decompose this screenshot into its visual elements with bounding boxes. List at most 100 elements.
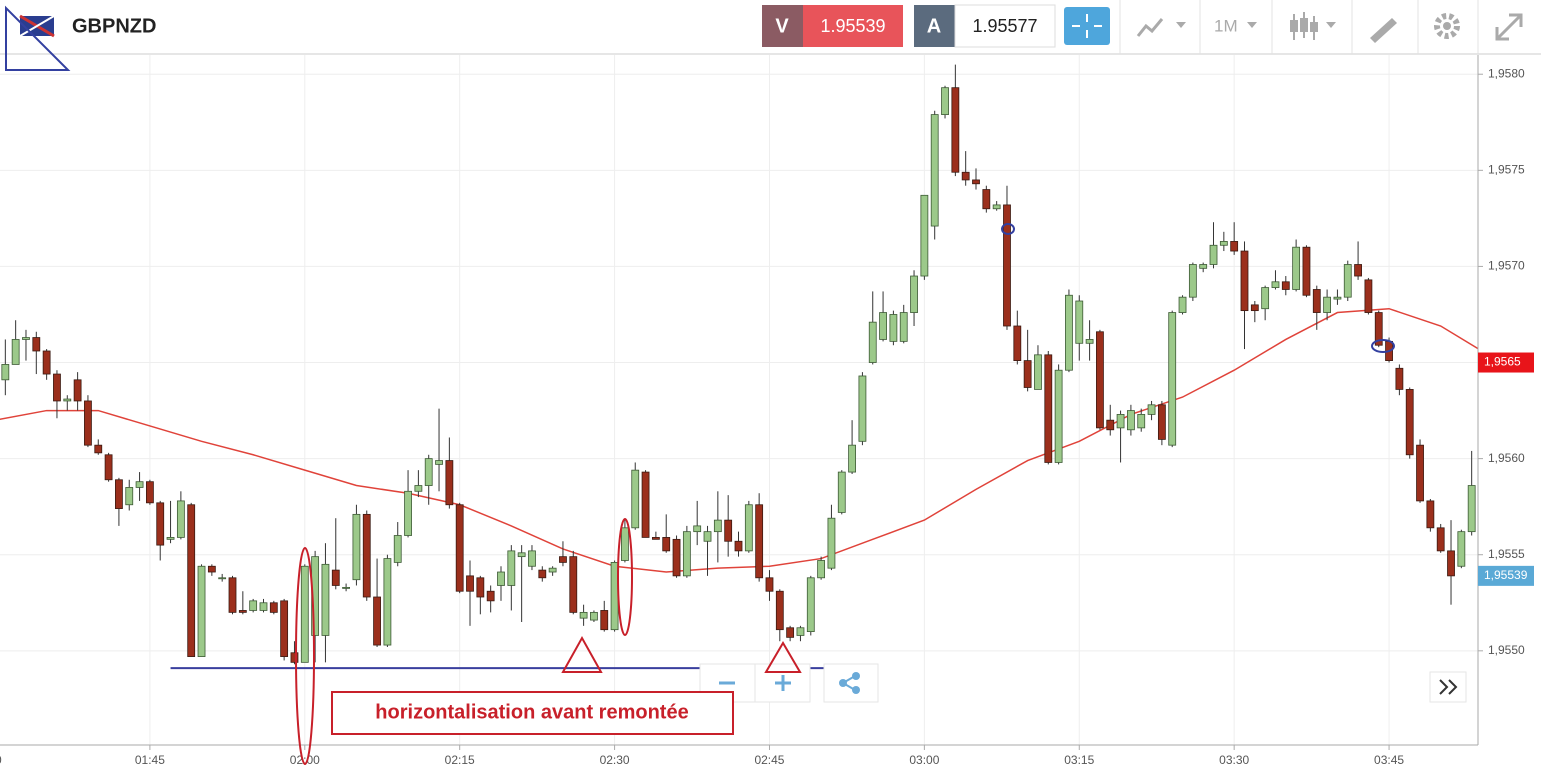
- candle-body: [1209, 244, 1218, 265]
- x-tick-label: 02:30: [600, 753, 630, 767]
- candle-body: [476, 577, 485, 598]
- candle-body: [1405, 389, 1414, 456]
- bid-price[interactable]: 1.95539: [820, 16, 885, 36]
- candle-body: [631, 469, 640, 529]
- candle-body: [445, 460, 454, 506]
- candles-icon[interactable]: [1290, 20, 1298, 32]
- candle-body: [1065, 294, 1073, 371]
- candle-body: [238, 610, 247, 613]
- candle-body: [197, 565, 206, 657]
- candle-body: [1003, 204, 1011, 327]
- candle-body: [1034, 354, 1042, 390]
- x-tick-label: 02:00: [290, 753, 320, 767]
- candle-body: [693, 525, 702, 533]
- candle-body: [1261, 287, 1270, 310]
- candle-body: [1013, 325, 1022, 361]
- candle-body: [1426, 500, 1435, 529]
- candle-body: [125, 487, 134, 506]
- candle-body: [951, 87, 960, 173]
- candle-body: [1044, 354, 1053, 463]
- candle-body: [703, 531, 712, 542]
- share-icon[interactable]: [852, 686, 860, 694]
- candle-body: [1323, 296, 1332, 313]
- candles-icon[interactable]: [1300, 18, 1308, 32]
- ask-price[interactable]: 1.95577: [972, 16, 1037, 36]
- candle-body: [724, 519, 733, 542]
- dropdown-arrow[interactable]: [1247, 22, 1257, 28]
- crosshair-button[interactable]: [1064, 7, 1110, 45]
- candle-body: [1333, 296, 1342, 300]
- ask-label-bg[interactable]: [914, 5, 955, 47]
- candle-body: [806, 577, 815, 633]
- candle-body: [156, 502, 165, 546]
- candle-body: [1, 364, 10, 381]
- candle-body: [1240, 250, 1249, 312]
- marker-triangle: [764, 641, 802, 673]
- crosshair-icon: [1072, 14, 1102, 38]
- zoom-icons[interactable]: [719, 675, 791, 691]
- ask-bg[interactable]: [954, 4, 1056, 48]
- candle-body: [466, 575, 474, 592]
- candle-body: [827, 517, 836, 569]
- candles-icon[interactable]: [1310, 22, 1318, 32]
- candle-body: [569, 556, 578, 613]
- y-tick-label: 1,9580: [1488, 66, 1525, 80]
- candle-body: [1457, 531, 1466, 567]
- candle-body: [548, 567, 557, 573]
- candle-body: [115, 479, 123, 509]
- ask-label[interactable]: A: [927, 15, 941, 37]
- candle-body: [1467, 485, 1476, 533]
- bid-label[interactable]: V: [775, 15, 789, 37]
- price-tag-label: 1,95539: [1484, 568, 1528, 582]
- candle-body: [1271, 281, 1280, 288]
- candle-body: [1292, 246, 1301, 290]
- candle-body: [393, 535, 402, 563]
- chart-type-icon[interactable]: [1136, 18, 1164, 37]
- scroll-icon[interactable]: [1439, 679, 1458, 695]
- candle-body: [1199, 264, 1208, 269]
- scroll-button[interactable]: [1429, 671, 1467, 703]
- candle-body: [22, 337, 30, 340]
- bid-bg[interactable]: [803, 5, 903, 47]
- candle-body: [383, 558, 392, 646]
- candle-body: [300, 565, 309, 663]
- bid-label-bg[interactable]: [762, 5, 803, 47]
- candle-body: [672, 538, 681, 577]
- candle-body: [879, 312, 887, 340]
- candle-body: [455, 504, 464, 592]
- candle-body: [1395, 367, 1404, 390]
- candle-body: [63, 398, 72, 402]
- timeframe[interactable]: 1M: [1214, 16, 1238, 35]
- candle-body: [166, 537, 175, 540]
- candle-body: [961, 171, 970, 181]
- candle-body: [290, 652, 299, 663]
- draw-icon[interactable]: [1370, 18, 1397, 43]
- marker-ellipse: [1001, 223, 1015, 235]
- candle-body: [662, 537, 671, 552]
- share-icon[interactable]: [852, 672, 860, 680]
- dropdown-arrow[interactable]: [1326, 22, 1336, 28]
- candle-body: [331, 569, 340, 586]
- fullscreen-icon[interactable]: [1495, 13, 1523, 41]
- x-tick-label: 03:15: [1064, 753, 1094, 767]
- candle-body: [992, 204, 1001, 210]
- candle-body: [641, 471, 650, 538]
- share-button[interactable]: [823, 663, 879, 703]
- share-icon[interactable]: [839, 679, 847, 687]
- settings-icon[interactable]: [1434, 13, 1460, 39]
- annotation-box: [331, 691, 734, 735]
- candle-body: [775, 590, 784, 631]
- candle-body: [941, 87, 949, 115]
- candle-body: [651, 537, 660, 540]
- flag-cross: [19, 15, 55, 37]
- candle-body: [321, 563, 330, 636]
- candle-body: [187, 504, 196, 657]
- settings-icon[interactable]: [1443, 22, 1451, 30]
- candle-body: [1230, 241, 1239, 252]
- x-tick-label: 03:00: [909, 753, 939, 767]
- candle-body: [497, 571, 505, 586]
- dropdown-arrow[interactable]: [1176, 22, 1186, 28]
- candle-body: [414, 485, 423, 492]
- candle-body: [538, 569, 547, 579]
- candle-body: [373, 596, 381, 646]
